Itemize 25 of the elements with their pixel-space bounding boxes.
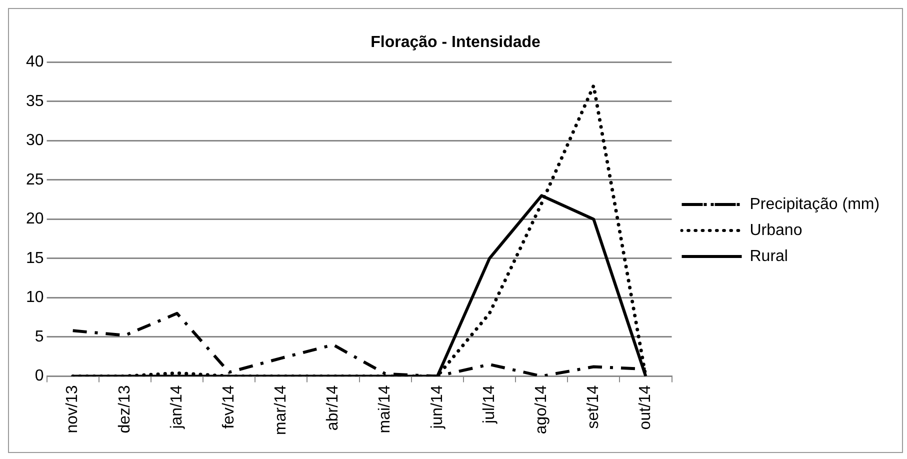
x-tick-label: set/14 [585, 385, 602, 429]
y-tick-label: 10 [26, 289, 44, 306]
x-tick-label: nov/13 [64, 385, 82, 434]
x-tick-label: dez/13 [116, 385, 134, 434]
x-tick-label: abr/14 [324, 385, 342, 431]
x-tick-label: jan/14 [168, 385, 186, 430]
y-tick-label: 30 [26, 132, 44, 150]
y-tick-label: 25 [26, 171, 44, 188]
y-tick-label: 35 [26, 92, 44, 110]
y-tick-label: 15 [26, 250, 44, 267]
x-tick-label: jun/14 [428, 385, 446, 430]
x-tick-label: fev/14 [220, 385, 238, 429]
legend-label: Precipitação (mm) [750, 196, 880, 213]
x-tick-label: out/14 [637, 385, 654, 430]
legend-label: Urbano [750, 222, 802, 239]
chart-title: Floração - Intensidade [370, 34, 541, 52]
y-tick-label: 40 [26, 54, 44, 71]
y-tick-label: 20 [26, 210, 44, 228]
x-tick-label: mai/14 [376, 385, 394, 434]
y-tick-label: 0 [34, 368, 44, 385]
x-tick-label: ago/14 [532, 385, 550, 434]
legend-label: Rural [750, 248, 788, 265]
x-tick-label: jul/14 [480, 385, 498, 424]
y-tick-label: 5 [34, 328, 44, 346]
x-tick-label: mar/14 [272, 385, 290, 435]
